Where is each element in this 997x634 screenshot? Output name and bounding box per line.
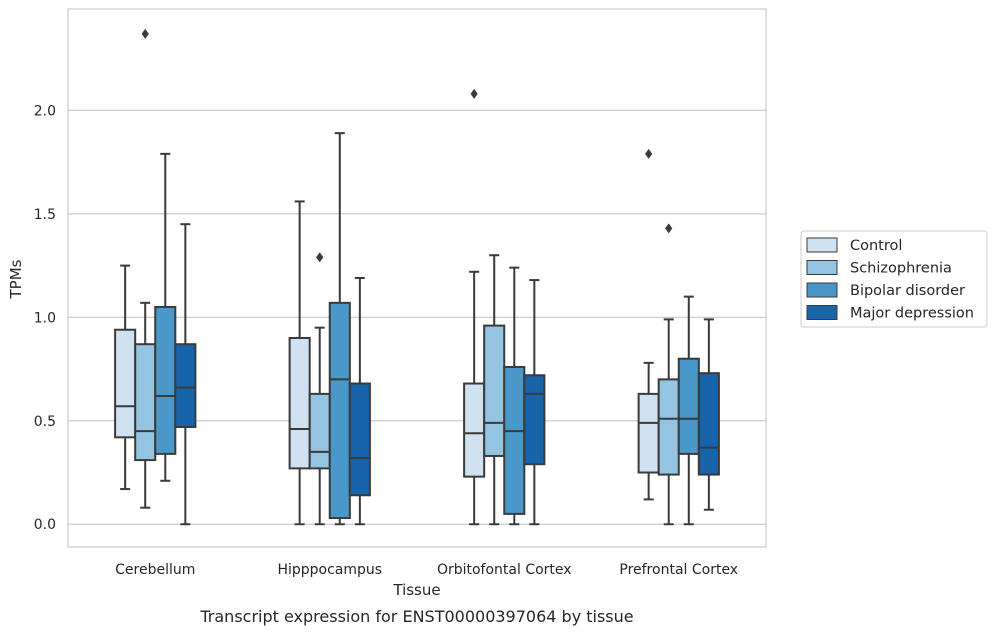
box-bipolar-disorder — [677, 295, 700, 526]
legend-swatch — [806, 260, 838, 275]
y-tick-label: 0.5 — [34, 414, 56, 430]
chart-caption: Transcript expression for ENST0000039706… — [199, 607, 633, 626]
box-marks — [114, 28, 720, 526]
box-body — [677, 357, 700, 455]
box-bipolar-disorder — [154, 152, 177, 482]
box-schizophrenia — [134, 28, 157, 509]
plot-area-frame — [67, 8, 767, 548]
outlier-point — [665, 223, 673, 234]
box-major-depression — [523, 279, 546, 526]
outlier-point — [470, 88, 478, 99]
legend-frame — [800, 230, 988, 328]
box-control — [463, 88, 486, 526]
outlier-point — [141, 28, 149, 39]
box-body — [174, 343, 197, 428]
box-body — [348, 382, 371, 497]
y-tick-label: 1.5 — [34, 207, 56, 223]
legend: Control Schizophrenia Bipolar disorder Majo… — [800, 230, 988, 328]
y-axis-title: TPMs — [7, 259, 25, 299]
box-body — [463, 382, 486, 478]
box-body — [328, 301, 351, 520]
y-tick-label: 0.0 — [34, 517, 56, 533]
box-body — [114, 328, 137, 439]
box-major-depression — [348, 277, 371, 526]
legend-label: Bipolar disorder — [850, 283, 965, 299]
outlier-point — [645, 148, 653, 159]
y-tick-label: 2.0 — [34, 103, 56, 119]
x-tick-label: Cerebellum — [115, 562, 195, 578]
box-body — [637, 392, 660, 474]
box-control — [288, 200, 311, 526]
legend-items: Control Schizophrenia Bipolar disorder Majo… — [806, 237, 974, 322]
legend-label: Schizophrenia — [850, 261, 952, 277]
box-major-depression — [174, 223, 197, 526]
legend-swatch — [806, 305, 838, 320]
outlier-point — [316, 252, 324, 263]
y-axis-tick-labels: 0.0 0.5 1.0 1.5 2.0 — [34, 103, 56, 533]
x-tick-label: Hipppocampus — [277, 562, 382, 578]
legend-swatch — [806, 237, 838, 253]
box-bipolar-disorder — [328, 132, 351, 526]
box-body — [503, 365, 526, 515]
box-body — [308, 392, 331, 470]
x-tick-label: Prefrontal Cortex — [619, 562, 738, 578]
box-body — [523, 374, 546, 466]
box-body — [657, 378, 680, 476]
box-body — [134, 343, 157, 462]
y-tick-label: 1.0 — [34, 310, 56, 326]
x-axis-tick-labels: Cerebellum Hipppocampus Orbitofontal Corte… — [115, 562, 738, 578]
box-body — [154, 305, 177, 455]
legend-label: Control — [850, 238, 902, 254]
box-schizophrenia — [657, 223, 680, 526]
box-schizophrenia — [308, 252, 331, 526]
box-schizophrenia — [483, 254, 506, 526]
box-body — [288, 337, 311, 470]
box-body — [697, 372, 720, 476]
x-tick-label: Orbitofontal Cortex — [437, 562, 572, 578]
x-axis-title: Tissue — [392, 581, 440, 599]
box-control — [637, 148, 660, 501]
legend-label: Major depression — [850, 306, 974, 322]
box-bipolar-disorder — [503, 266, 526, 526]
box-control — [114, 264, 137, 491]
legend-swatch — [806, 282, 838, 298]
box-body — [483, 324, 506, 457]
box-major-depression — [697, 318, 720, 511]
